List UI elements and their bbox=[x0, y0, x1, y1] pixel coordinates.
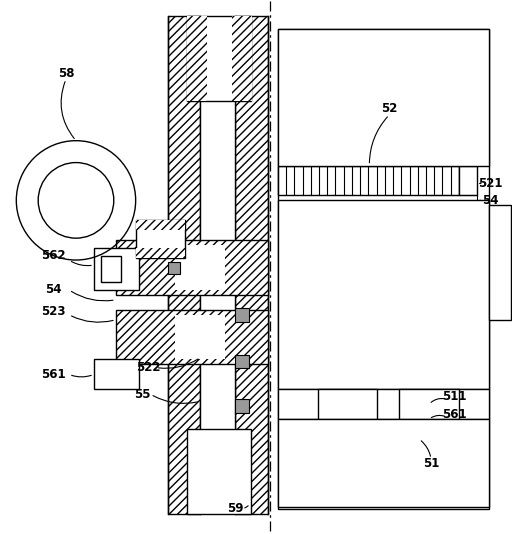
Bar bbox=[278, 200, 489, 389]
Bar bbox=[278, 166, 459, 195]
Bar bbox=[168, 262, 181, 274]
Bar bbox=[278, 389, 489, 419]
Text: 562: 562 bbox=[41, 248, 66, 262]
Bar bbox=[278, 29, 489, 509]
Bar bbox=[135, 220, 185, 230]
Text: 511: 511 bbox=[442, 390, 466, 403]
Bar bbox=[459, 166, 477, 195]
Bar bbox=[135, 248, 185, 258]
Text: 561: 561 bbox=[41, 368, 66, 381]
Bar bbox=[116, 310, 268, 365]
Bar bbox=[168, 17, 200, 514]
Text: 51: 51 bbox=[423, 458, 439, 470]
Text: 58: 58 bbox=[58, 67, 74, 80]
Text: 522: 522 bbox=[136, 361, 161, 374]
Bar bbox=[235, 355, 249, 368]
Bar bbox=[116, 240, 268, 295]
Bar bbox=[175, 245, 225, 290]
Text: 55: 55 bbox=[134, 388, 151, 401]
Bar bbox=[187, 429, 251, 514]
Bar bbox=[232, 17, 252, 101]
Bar bbox=[94, 248, 139, 290]
Bar bbox=[235, 17, 268, 514]
Text: 521: 521 bbox=[479, 177, 503, 190]
Bar bbox=[399, 389, 459, 419]
Bar bbox=[235, 308, 249, 321]
Bar bbox=[278, 29, 489, 166]
Bar bbox=[101, 256, 121, 282]
Bar bbox=[278, 419, 489, 507]
Bar bbox=[94, 359, 139, 389]
Text: 523: 523 bbox=[41, 305, 65, 318]
Bar bbox=[235, 399, 249, 413]
Bar bbox=[318, 389, 378, 419]
Text: 561: 561 bbox=[442, 407, 466, 421]
Text: 52: 52 bbox=[381, 103, 398, 115]
Text: 59: 59 bbox=[227, 502, 243, 515]
Bar bbox=[489, 206, 510, 320]
Bar bbox=[187, 17, 251, 101]
Text: 54: 54 bbox=[45, 284, 62, 296]
Text: 54: 54 bbox=[482, 194, 499, 207]
Bar bbox=[187, 17, 207, 101]
Bar bbox=[200, 17, 235, 514]
Bar bbox=[135, 220, 185, 258]
Bar bbox=[175, 315, 225, 359]
